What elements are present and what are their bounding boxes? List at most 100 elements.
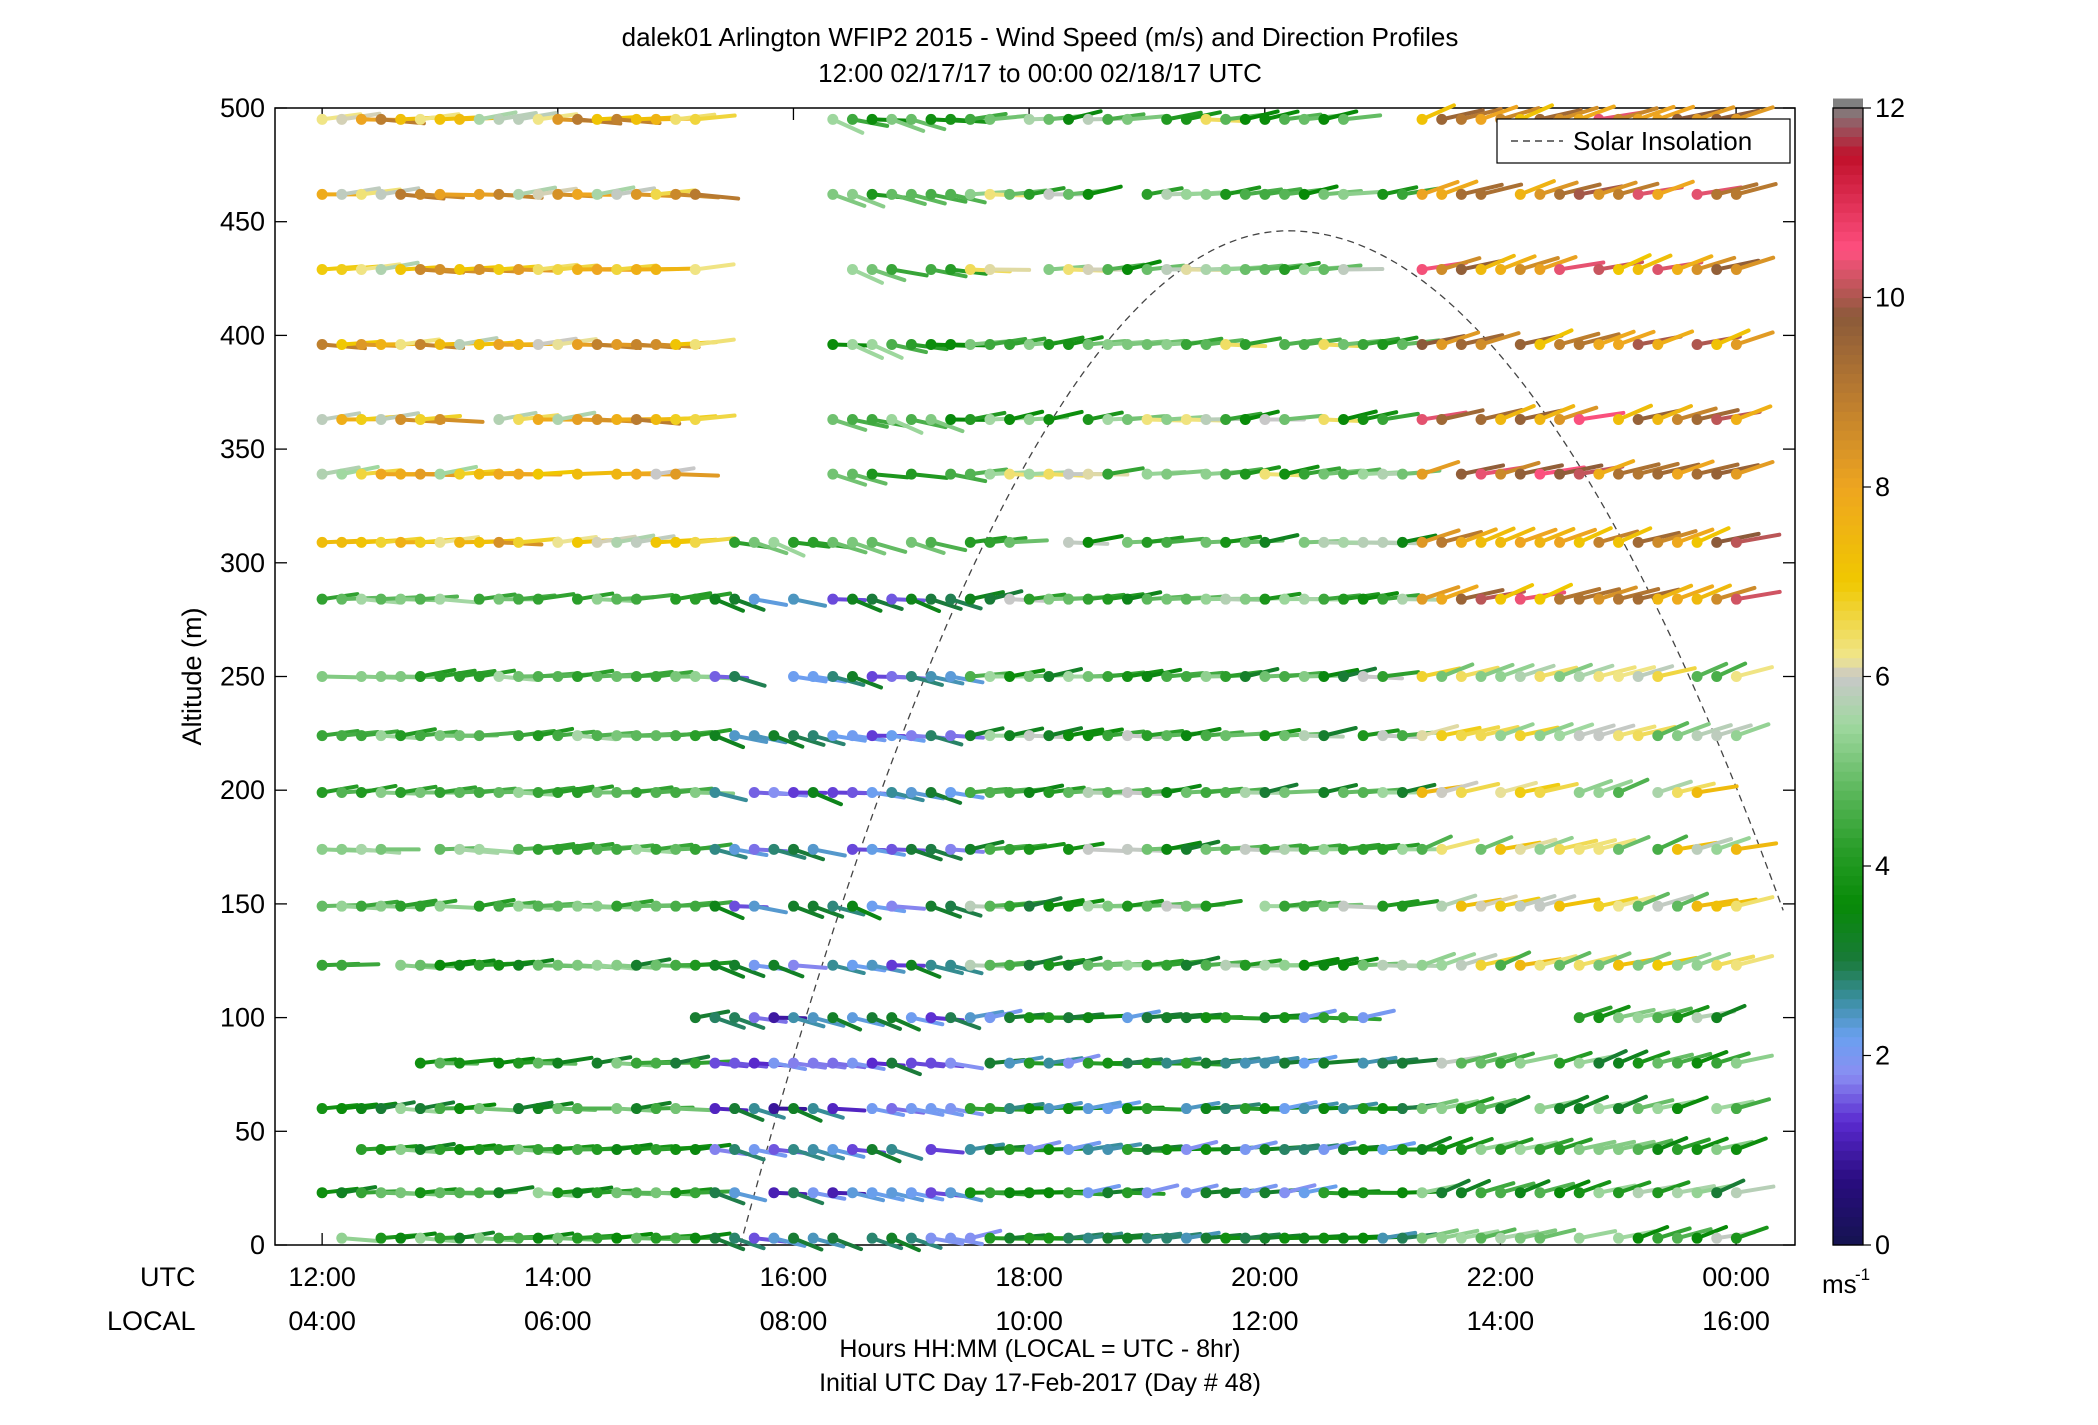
wind-barb-dot	[630, 786, 642, 798]
colorbar-segment	[1833, 401, 1863, 412]
wind-barb-dot	[1082, 1187, 1094, 1199]
wind-barb-dot	[1004, 959, 1016, 971]
wind-barb-dot	[1220, 671, 1232, 682]
wind-barb-dot	[866, 188, 878, 200]
wind-barb-dot	[571, 1103, 583, 1115]
wind-barb-dot	[1436, 959, 1448, 971]
wind-barb-dot	[1632, 338, 1644, 350]
wind-barb-dot	[1338, 1103, 1350, 1115]
wind-barb	[1714, 836, 1751, 852]
wind-barb-dot	[434, 1103, 446, 1115]
wind-barb-dot	[493, 263, 505, 275]
wind-barb-dot	[1632, 1012, 1644, 1024]
wind-barb-dot	[513, 188, 525, 200]
wind-barb-dot	[1298, 263, 1310, 275]
colorbar-segment	[1833, 1008, 1863, 1019]
wind-barb-dot	[1141, 1187, 1153, 1199]
wind-barb-dot	[1082, 1143, 1094, 1155]
wind-barb	[1518, 1053, 1558, 1066]
wind-barb-dot	[1534, 414, 1546, 426]
wind-barb-dot	[1239, 786, 1251, 798]
wind-barb-dot	[1357, 1103, 1369, 1115]
wind-barb-dot	[1318, 1143, 1330, 1155]
wind-barb-dot	[866, 113, 878, 125]
wind-barb-dot	[1023, 338, 1035, 350]
wind-barb-dot	[571, 468, 583, 480]
wind-barb	[929, 540, 968, 553]
colorbar-segment	[1833, 240, 1863, 251]
wind-barb	[1027, 841, 1066, 852]
wind-barb	[1341, 189, 1384, 197]
wind-barb-dot	[355, 843, 367, 855]
wind-barb-dot	[1023, 1232, 1035, 1244]
wind-barb-dot	[1632, 1143, 1644, 1155]
wind-barb-dot	[1259, 1232, 1271, 1244]
wind-barb-dot	[768, 536, 780, 548]
wind-barb-dot	[1102, 900, 1114, 912]
colorbar-tick-label: 2	[1875, 1041, 1890, 1071]
wind-barb-dot	[886, 671, 898, 682]
wind-barb-dot	[1220, 1103, 1232, 1115]
wind-barb-dot	[846, 1012, 858, 1024]
colorbar-segment	[1833, 894, 1863, 905]
wind-barb-dot	[1416, 671, 1428, 682]
wind-barb-dot	[1082, 900, 1094, 912]
wind-barb-dot	[1652, 730, 1664, 742]
wind-barb-dot	[1436, 730, 1448, 742]
wind-barb-dot	[866, 468, 878, 480]
wind-barb-dot	[571, 843, 583, 855]
wind-barb	[1734, 105, 1775, 122]
wind-barb-dot	[807, 1187, 819, 1199]
wind-barb-dot	[905, 959, 917, 971]
wind-barb-dot	[395, 1143, 407, 1155]
colorbar-segment	[1833, 752, 1863, 763]
wind-barb-dot	[434, 188, 446, 200]
wind-barb-dot	[689, 843, 701, 855]
wind-barb-dot	[1121, 1103, 1133, 1115]
wind-barb-dot	[375, 593, 387, 605]
wind-barb	[1675, 1051, 1713, 1066]
wind-barb-dot	[1023, 843, 1035, 855]
wind-barb-dot	[414, 414, 426, 426]
wind-barb-dot	[552, 263, 564, 275]
wind-barb-dot	[807, 730, 819, 742]
wind-barb-dot	[1121, 786, 1133, 798]
wind-barb	[1439, 584, 1479, 602]
wind-barb-dot	[355, 671, 367, 682]
wind-barb-dot	[1416, 338, 1428, 350]
wind-barb-dot	[1730, 900, 1742, 912]
wind-barb-dot	[414, 338, 426, 350]
colorbar-segment	[1833, 1017, 1863, 1028]
colorbar-segment	[1833, 1140, 1863, 1151]
wind-barb-dot	[513, 671, 525, 682]
wind-barb-dot	[1259, 1012, 1271, 1024]
wind-barb-dot	[1514, 536, 1526, 548]
utc-row-label: UTC	[140, 1262, 196, 1292]
wind-barb-dot	[1161, 188, 1173, 200]
colorbar-segment	[1833, 325, 1863, 336]
wind-barb-dot	[1495, 263, 1507, 275]
wind-barb-dot	[1338, 338, 1350, 350]
wind-barb-dot	[1023, 786, 1035, 798]
wind-barb-dot	[532, 113, 544, 125]
wind-barb-dot	[1161, 1012, 1173, 1024]
wind-barb-dot	[1377, 414, 1389, 426]
wind-barb-dot	[1141, 1232, 1153, 1244]
wind-barb-dot	[1180, 414, 1192, 426]
wind-barb-dot	[886, 843, 898, 855]
wind-barb-dot	[1220, 414, 1232, 426]
wind-barb-dot	[1671, 900, 1683, 912]
wind-barb-dot	[1161, 1143, 1173, 1155]
wind-barb-dot	[630, 468, 642, 480]
wind-barb-dot	[827, 671, 839, 682]
wind-barb-dot	[375, 900, 387, 912]
wind-barb	[1734, 665, 1774, 679]
wind-barb-dot	[1318, 900, 1330, 912]
wind-barb-dot	[1338, 959, 1350, 971]
wind-barb-dot	[964, 959, 976, 971]
wind-barb-dot	[1200, 1187, 1212, 1199]
wind-barb-dot	[434, 338, 446, 350]
wind-barb-dot	[375, 263, 387, 275]
wind-barb-dot	[984, 900, 996, 912]
